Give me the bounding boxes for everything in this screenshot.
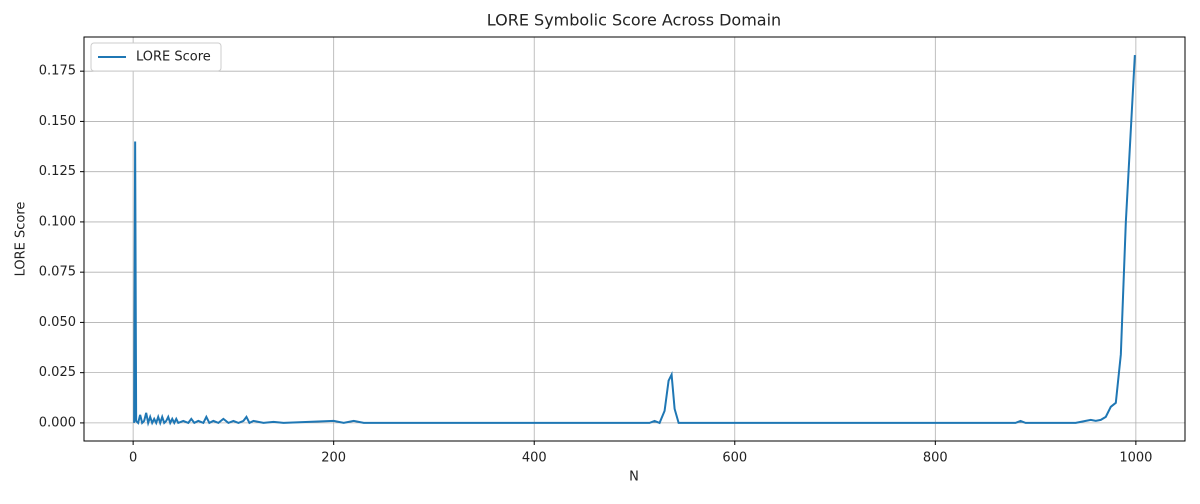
x-axis-label: N bbox=[629, 470, 639, 485]
y-tick-label: 0.175 bbox=[39, 64, 76, 79]
x-tick-label: 1000 bbox=[1119, 451, 1152, 466]
y-tick-label: 0.150 bbox=[39, 114, 76, 129]
y-tick-label: 0.075 bbox=[39, 265, 76, 280]
x-tick-label: 400 bbox=[522, 451, 547, 466]
legend-box bbox=[90, 42, 222, 72]
chart-title: LORE Symbolic Score Across Domain bbox=[487, 11, 781, 30]
y-tick-label: 0.050 bbox=[39, 315, 76, 330]
legend-label: LORE Score bbox=[136, 50, 211, 65]
x-tick-label: 600 bbox=[722, 451, 747, 466]
y-axis-label: LORE Score bbox=[14, 202, 29, 277]
y-tick-label: 0.125 bbox=[39, 164, 76, 179]
y-tick-label: 0.100 bbox=[39, 214, 76, 229]
data-line bbox=[133, 55, 1136, 427]
x-tick-label: 200 bbox=[321, 451, 346, 466]
x-tick-label: 800 bbox=[923, 451, 948, 466]
y-tick-label: 0.025 bbox=[39, 365, 76, 380]
x-tick-label: 0 bbox=[129, 451, 137, 466]
plot-frame bbox=[83, 36, 1186, 442]
y-tick-label: 0.000 bbox=[39, 415, 76, 430]
